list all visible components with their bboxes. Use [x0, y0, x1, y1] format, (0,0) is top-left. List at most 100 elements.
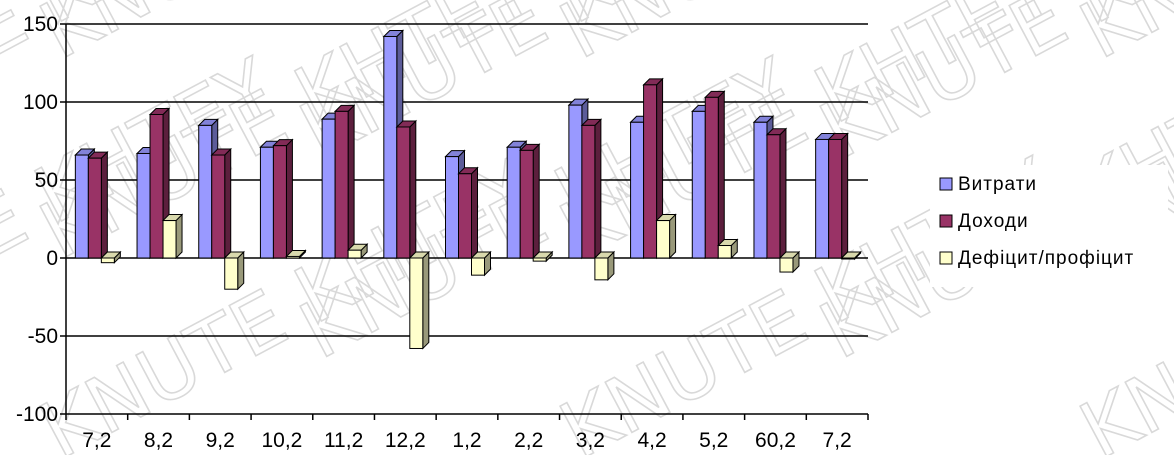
- bar-front: [396, 126, 411, 259]
- bar-side: [347, 104, 355, 260]
- bar-front: [74, 154, 89, 259]
- x-tick-label: 10,2: [261, 429, 302, 452]
- x-tick-label: 9,2: [206, 429, 235, 452]
- bar-3: [717, 238, 739, 260]
- bar-front: [458, 173, 472, 259]
- bar-front: [321, 118, 336, 259]
- y-tick-label: 0: [46, 247, 58, 270]
- x-tick-label: 8,2: [144, 429, 173, 452]
- bar-front: [630, 121, 645, 259]
- bar-side: [669, 213, 677, 260]
- bar-side: [471, 166, 478, 260]
- legend-label: Витрати: [958, 174, 1037, 195]
- bar-2: [518, 143, 541, 260]
- bar-front: [766, 134, 781, 259]
- bar-side: [224, 147, 232, 260]
- bar-front: [224, 257, 239, 290]
- bar-side: [409, 119, 417, 260]
- legend-box: [930, 165, 1168, 287]
- bar-front: [656, 220, 671, 259]
- bar-3: [840, 250, 862, 261]
- bar-side: [285, 138, 293, 260]
- bar-front: [136, 152, 151, 259]
- bar-3: [593, 250, 616, 282]
- bar-side: [100, 150, 108, 260]
- x-tick-label: 5,2: [699, 429, 728, 452]
- legend-swatch: [939, 214, 953, 228]
- bar-3: [655, 213, 677, 260]
- bar-front: [383, 35, 398, 259]
- bar-2: [272, 138, 294, 260]
- y-tick-label: 50: [35, 169, 58, 192]
- bar-3: [470, 250, 492, 277]
- bar-front: [334, 110, 349, 259]
- bar-front: [409, 257, 424, 349]
- bar-front: [643, 84, 658, 259]
- bar-side: [841, 132, 849, 260]
- bar-front: [471, 257, 485, 276]
- legend: Витрати Доходи Дефіцит/профіцит: [930, 165, 1168, 287]
- bar-front: [100, 257, 115, 264]
- x-tick-label: 60,2: [755, 429, 796, 452]
- x-tick-label: 7,2: [823, 429, 852, 452]
- legend-swatch: [939, 251, 953, 265]
- legend-swatch: [939, 177, 953, 191]
- y-tick-label: -50: [28, 325, 58, 348]
- bar-3: [161, 213, 184, 260]
- bar-front: [815, 138, 830, 259]
- x-tick-label: 7,2: [82, 429, 111, 452]
- bar-front: [198, 124, 213, 259]
- bar-front: [779, 257, 794, 273]
- bar-side: [532, 143, 540, 260]
- bar-3: [223, 250, 245, 291]
- bar-front: [704, 96, 719, 259]
- x-tick-label: 3,2: [576, 429, 605, 452]
- bar-front: [87, 157, 102, 259]
- bar-3: [778, 250, 801, 274]
- bar-front: [568, 104, 583, 259]
- bar-front: [753, 121, 768, 259]
- bar-2: [827, 132, 849, 260]
- bar-front: [691, 110, 706, 259]
- bar-front: [594, 257, 609, 281]
- bar-3: [531, 250, 554, 263]
- bar-front: [211, 154, 226, 259]
- bar-3: [408, 250, 431, 350]
- legend-label: Доходи: [958, 211, 1029, 232]
- x-tick-labels: 7,2 8,2 9,2 10,2 11,2 12,2 1,2 2,2 3,2 4,2 5,2 60,2…: [82, 429, 852, 452]
- bar-front: [841, 257, 856, 260]
- bar-2: [580, 118, 603, 260]
- x-tick-label: 4,2: [637, 429, 666, 452]
- bar-front: [445, 156, 459, 259]
- bar-side: [779, 127, 787, 260]
- bar-front: [519, 149, 534, 259]
- bar-2: [210, 147, 232, 260]
- bar-2: [457, 166, 479, 260]
- bar-3: [346, 242, 369, 260]
- bar-front: [285, 255, 300, 259]
- bar-side: [175, 213, 183, 260]
- x-tick-label: 11,2: [324, 429, 363, 452]
- bar-3: [100, 250, 122, 264]
- bar-2: [704, 90, 726, 260]
- y-tick-label: 150: [23, 13, 58, 36]
- axes: [60, 23, 869, 420]
- bar-side: [594, 118, 602, 260]
- x-tick-label: 1,2: [452, 429, 481, 452]
- bar-front: [149, 113, 164, 259]
- y-tick-labels: 150 100 50 0 -50 -100: [16, 13, 58, 426]
- bar-2: [395, 119, 418, 260]
- bar-3: [285, 249, 307, 260]
- bar-front: [259, 146, 274, 259]
- bar-side: [717, 90, 725, 260]
- bars: [74, 29, 862, 350]
- bar-front: [272, 145, 287, 259]
- bar-front: [347, 249, 362, 259]
- x-tick-label: 12,2: [385, 429, 426, 452]
- bar-front: [717, 245, 732, 259]
- bar-front: [162, 220, 177, 259]
- y-tick-label: 100: [23, 91, 58, 114]
- bar-2: [333, 104, 356, 260]
